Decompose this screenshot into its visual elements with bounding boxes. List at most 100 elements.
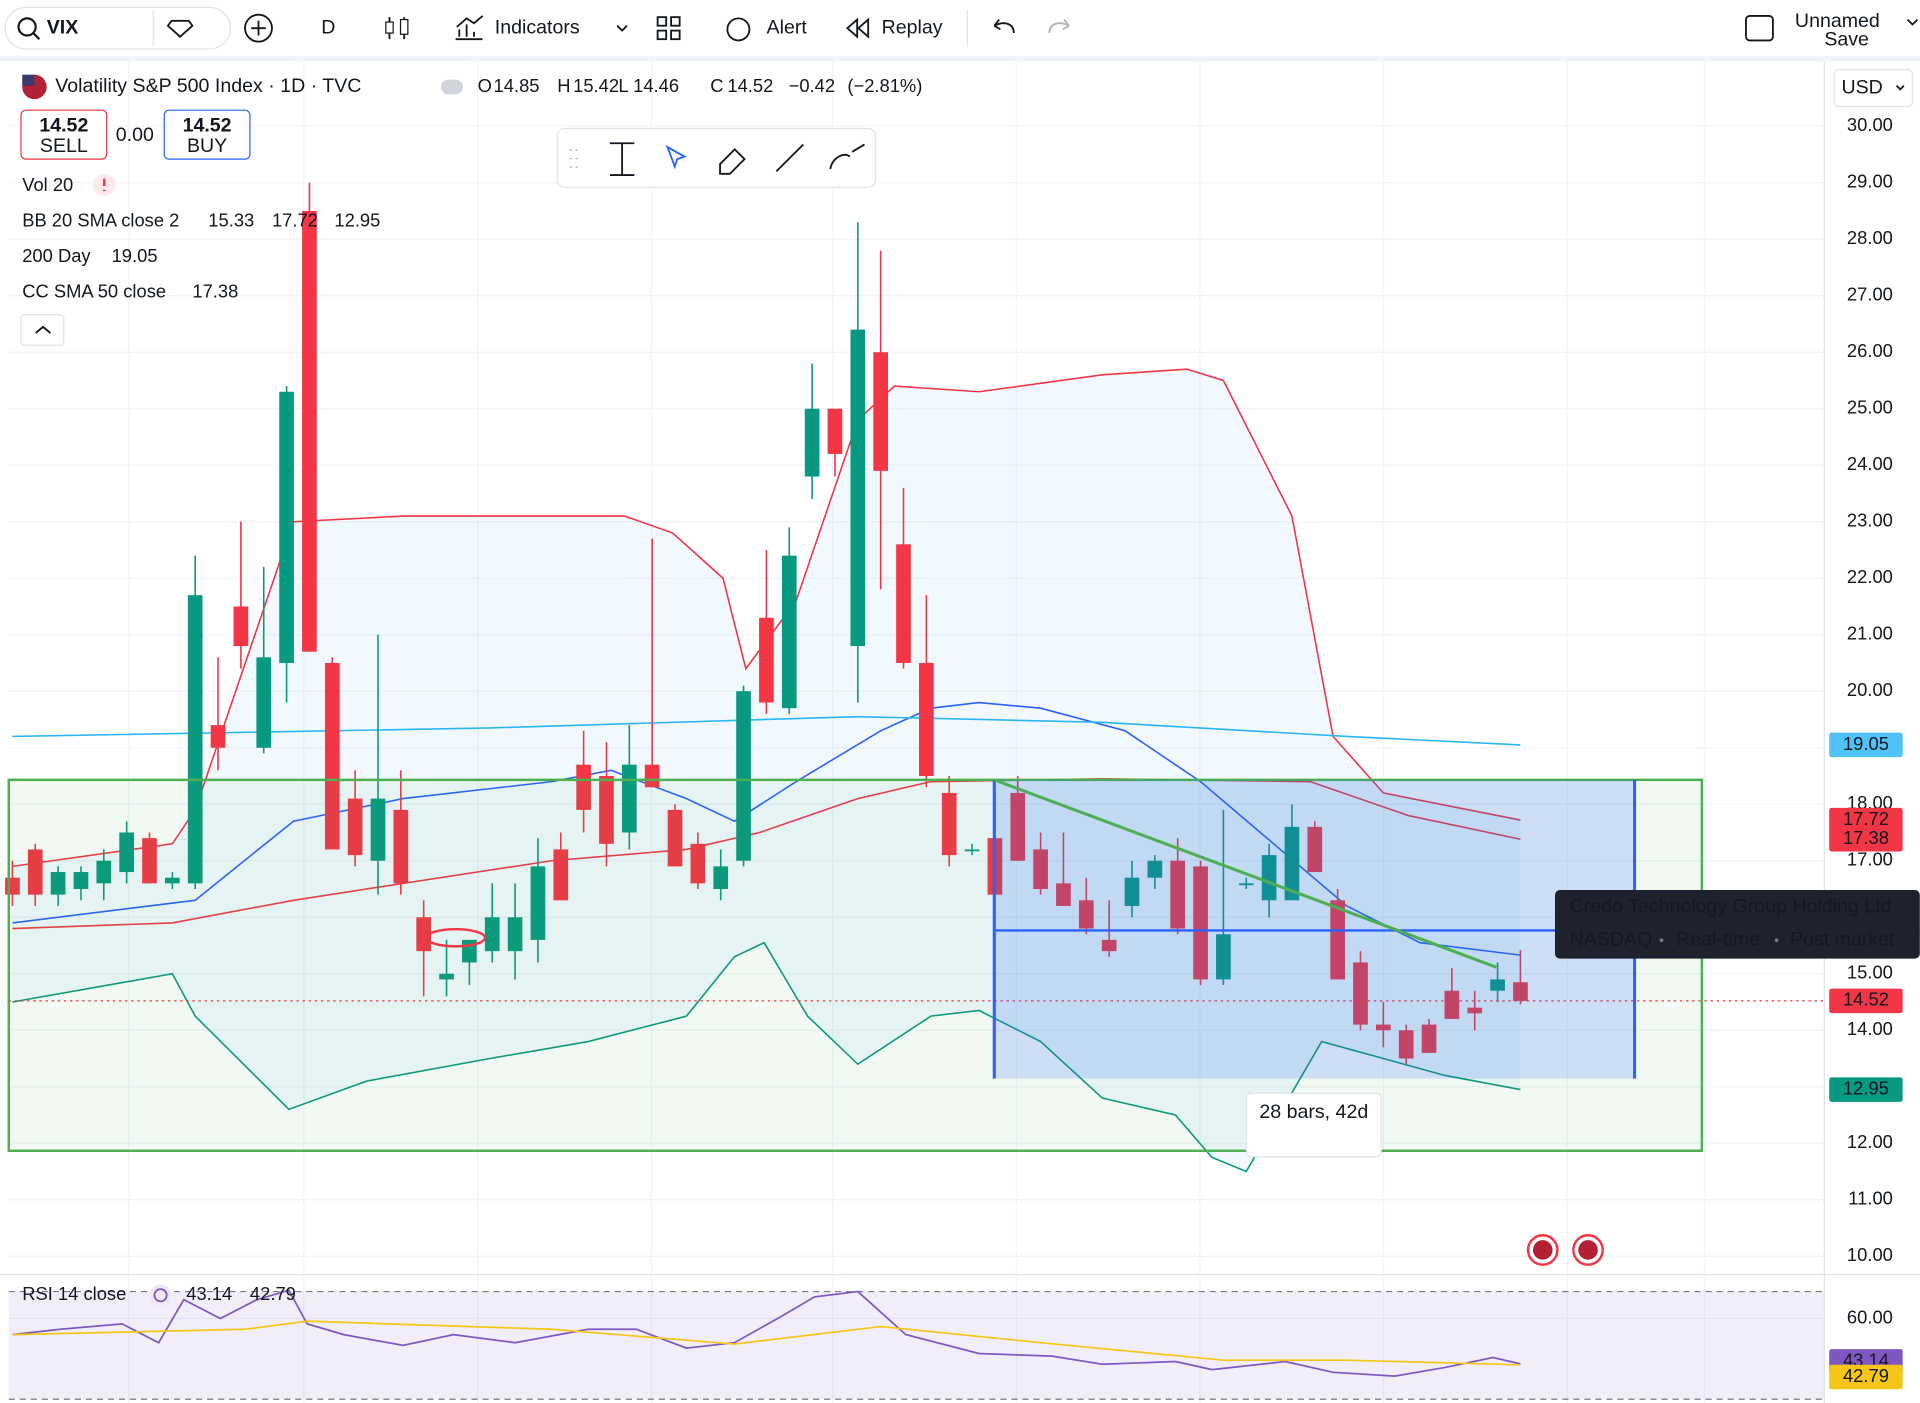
rectangle-drawing[interactable] (7, 778, 1704, 1153)
plot (5, 182, 1825, 1400)
redo[interactable] (1048, 19, 1070, 34)
sell-button[interactable] (20, 109, 108, 160)
symbol-search[interactable] (4, 6, 231, 50)
ohlc-value: 14.46 (633, 75, 679, 96)
y-tick-label: 30.00 (1847, 114, 1893, 135)
replay-icon (845, 17, 870, 39)
rsi-icon (149, 1284, 172, 1307)
collapse-legend[interactable] (20, 314, 65, 346)
tooltip-exchange: NASDAQ (1570, 928, 1653, 950)
replay-button[interactable]: Replay (882, 16, 943, 38)
line-tool[interactable] (775, 143, 804, 173)
y-tick-label: 28.00 (1847, 227, 1893, 248)
candle-body (1490, 979, 1505, 991)
chart-title: Volatility S&P 500 Index · 1D · TVC (55, 75, 361, 97)
currency-button[interactable] (1833, 69, 1914, 108)
candle-body (736, 691, 751, 861)
price-tag (1829, 732, 1903, 758)
templates-button[interactable] (656, 16, 681, 41)
currency: USD (1841, 76, 1882, 98)
candle-body (713, 866, 729, 889)
candle-body (1307, 826, 1323, 873)
volume-legend[interactable]: Vol 20 (22, 174, 73, 195)
candle-body (507, 917, 523, 952)
dropdown-icon[interactable] (1906, 18, 1919, 26)
candle-body (233, 606, 249, 647)
indicator-name: BB 20 SMA close 2 (22, 209, 179, 230)
rsi-title[interactable]: RSI 14 close (22, 1283, 126, 1304)
candle-body (941, 792, 957, 856)
separator-dot (1774, 938, 1779, 943)
symbol[interactable]: VIX (47, 16, 79, 38)
candle-body (896, 544, 911, 663)
candle-body (1513, 982, 1528, 1001)
dropdown-icon[interactable] (616, 25, 628, 32)
ellipse-drawing[interactable] (424, 927, 487, 948)
candle-body (1398, 1030, 1414, 1059)
candle-body (347, 798, 363, 856)
tooltip-feed: Real-time (1676, 928, 1760, 950)
indicator-line (12, 1320, 1521, 1366)
candle-body (1421, 1024, 1437, 1053)
y-tick-label: 12.00 (1847, 1131, 1893, 1152)
candle-body (873, 352, 889, 471)
interval[interactable]: D (321, 16, 335, 38)
y-tick-label: 10.00 (1847, 1244, 1893, 1265)
buy-button[interactable] (163, 109, 251, 160)
ohlc-letter: L (618, 75, 628, 96)
drag-handle[interactable] (569, 149, 579, 168)
chart-type-icon (399, 18, 409, 35)
y-tick-label: 27.00 (1847, 284, 1893, 305)
cursor-tool[interactable] (665, 144, 687, 170)
candle-body (1147, 860, 1163, 878)
candle-body (142, 838, 157, 884)
measure-label-box (1245, 1092, 1382, 1158)
indicators-icon (455, 15, 484, 41)
candle-body (416, 917, 432, 952)
candle-body (690, 843, 706, 884)
candle-body (1216, 934, 1231, 980)
sell-price: 14.52 (39, 114, 88, 136)
indicator-value: 17.72 (272, 209, 318, 230)
brush-tool[interactable] (829, 143, 865, 170)
add-symbol[interactable] (244, 13, 273, 43)
chart-type-icon (385, 21, 394, 34)
candle-body (1330, 900, 1345, 980)
indicator-line (12, 778, 1521, 930)
diamond-icon[interactable] (166, 19, 194, 38)
indicator-name: 200 Day (22, 245, 91, 266)
candle-body (599, 775, 614, 844)
price-tag (1829, 827, 1903, 852)
undo[interactable] (993, 19, 1015, 34)
price-tag-label: 17.72 (1843, 808, 1889, 829)
candle-body (187, 595, 203, 884)
indicators-button[interactable]: Indicators (495, 16, 580, 38)
layout-icon[interactable] (1745, 14, 1774, 42)
trend-line[interactable] (993, 778, 1497, 969)
alert-button[interactable]: Alert (767, 16, 808, 38)
ohlc-value: 14.85 (494, 75, 540, 96)
indicator-line (12, 715, 1521, 746)
candle-body (279, 391, 294, 663)
measure-label: 28 bars, 42d (1259, 1101, 1368, 1123)
search-icon (17, 17, 37, 37)
candle-body (1193, 866, 1208, 980)
candle-body (964, 849, 980, 852)
y-tick-label: 60.00 (1847, 1306, 1893, 1327)
flag-icon (22, 74, 35, 86)
grid (8, 61, 1825, 1403)
tooltip-session[interactable]: Post market (1790, 928, 1895, 950)
eraser-tool[interactable] (719, 148, 746, 175)
text-tool[interactable] (609, 142, 635, 176)
drawings-under (8, 369, 1825, 1400)
candle-body (759, 617, 774, 703)
price-tag (1829, 1364, 1903, 1390)
price-tag-label: 14.52 (1843, 989, 1889, 1010)
save-label[interactable]: Save (1824, 29, 1869, 51)
change: −0.42 (789, 75, 835, 96)
y-tick-label: 17.00 (1847, 849, 1893, 870)
layout-name[interactable]: Unnamed (1795, 10, 1880, 32)
